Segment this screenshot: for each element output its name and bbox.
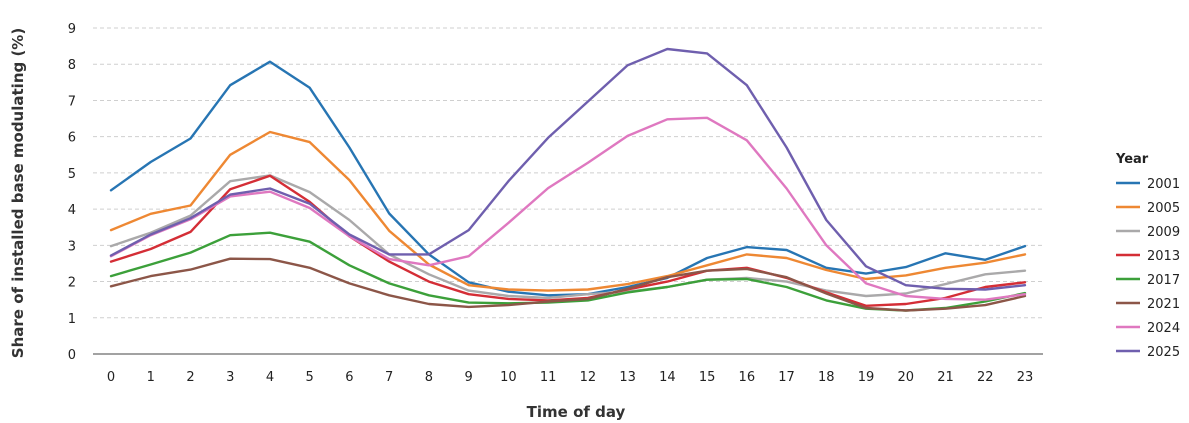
y-tick-label: 4	[68, 203, 76, 218]
x-tick-label: 9	[465, 370, 473, 385]
y-tick-label: 7	[68, 94, 76, 109]
y-axis-title: Share of installed base modulating (%)	[9, 28, 27, 358]
x-axis-ticks: 0 1 2 3 4 5 6 7 8 9 10 11 12 13 14 15 16 17 18 19 20 21 22 23	[107, 370, 1033, 385]
series-lines	[109, 47, 1027, 312]
y-tick-label: 3	[68, 239, 76, 254]
x-tick-label: 5	[306, 370, 314, 385]
x-tick-label: 14	[659, 370, 676, 385]
x-tick-label: 3	[226, 370, 234, 385]
x-tick-label: 15	[699, 370, 716, 385]
x-tick-label: 21	[937, 370, 954, 385]
x-tick-label: 22	[977, 370, 994, 385]
x-tick-label: 18	[818, 370, 835, 385]
legend-label: 2001	[1147, 177, 1180, 192]
y-tick-label: 0	[68, 348, 76, 363]
x-tick-label: 7	[385, 370, 393, 385]
y-tick-label: 9	[68, 22, 76, 37]
legend-label: 2017	[1147, 273, 1180, 288]
y-axis-ticks: 0 1 2 3 4 5 6 7 8 9	[68, 22, 76, 363]
x-tick-label: 23	[1017, 370, 1034, 385]
x-tick-label: 6	[345, 370, 353, 385]
x-tick-label: 20	[898, 370, 915, 385]
y-tick-label: 2	[68, 276, 76, 291]
legend-label: 2009	[1147, 225, 1180, 240]
x-tick-label: 0	[107, 370, 115, 385]
x-tick-label: 10	[500, 370, 517, 385]
y-tick-label: 6	[68, 131, 76, 146]
gridlines	[93, 27, 1043, 355]
series-line-2025	[109, 47, 1027, 291]
x-tick-label: 8	[425, 370, 433, 385]
series-line-2001	[109, 60, 1027, 297]
series-line-2021	[109, 257, 1027, 312]
legend-label: 2021	[1147, 297, 1180, 312]
legend-label: 2013	[1147, 249, 1180, 264]
x-tick-label: 2	[186, 370, 194, 385]
y-tick-label: 5	[68, 167, 76, 182]
x-tick-label: 12	[580, 370, 597, 385]
x-tick-label: 16	[739, 370, 756, 385]
series-line-2009	[109, 174, 1027, 300]
x-tick-label: 19	[858, 370, 875, 385]
y-tick-label: 1	[68, 312, 76, 327]
x-tick-label: 17	[778, 370, 795, 385]
x-tick-label: 4	[266, 370, 274, 385]
x-tick-label: 1	[147, 370, 155, 385]
x-tick-label: 11	[540, 370, 557, 385]
series-line-2005	[109, 130, 1027, 292]
legend: Year 2001 2005 2009 2013 2017 2021 2024 2025	[1115, 152, 1180, 360]
y-tick-label: 8	[68, 58, 76, 73]
x-tick-label: 13	[619, 370, 636, 385]
legend-title: Year	[1115, 152, 1149, 167]
series-line-2024	[109, 116, 1027, 301]
legend-label: 2005	[1147, 201, 1180, 216]
x-axis-title: Time of day	[527, 403, 626, 421]
legend-label: 2024	[1147, 321, 1180, 336]
legend-label: 2025	[1147, 345, 1180, 360]
